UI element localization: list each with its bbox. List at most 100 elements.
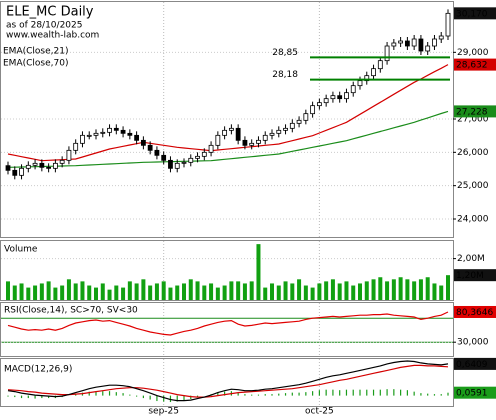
- volume-bar: [6, 281, 10, 300]
- candle-body: [52, 162, 58, 169]
- value-box: [454, 58, 496, 71]
- volume-bar: [317, 283, 322, 300]
- candle-body: [120, 129, 126, 134]
- candle-body: [350, 85, 356, 94]
- candle-body: [289, 122, 295, 129]
- candle-body: [168, 159, 173, 169]
- candle-body: [32, 162, 38, 166]
- volume-bar: [351, 285, 356, 300]
- candle-body: [337, 95, 343, 100]
- y-tick-label: 2,00M: [457, 254, 485, 264]
- candle-body: [222, 129, 228, 136]
- candle-body: [269, 132, 275, 136]
- candle-body: [256, 139, 261, 144]
- candle-body: [215, 134, 221, 146]
- volume-bar: [344, 281, 349, 300]
- volume-bar: [446, 275, 450, 300]
- value-label: 28,632: [456, 61, 488, 71]
- candle-body: [5, 165, 11, 171]
- volume-bar: [107, 289, 112, 300]
- candle-body: [66, 149, 72, 161]
- volume-bar: [425, 277, 430, 300]
- panel-title: Volume: [4, 245, 38, 255]
- candle-body: [181, 161, 187, 164]
- candle-body: [46, 166, 52, 169]
- level-label: 28,85: [272, 48, 298, 58]
- value-label: 1,20M: [456, 271, 484, 281]
- level-label: 28,18: [272, 70, 298, 80]
- value-label: 27,228: [456, 107, 488, 117]
- volume-bar: [202, 285, 207, 300]
- volume-bar: [175, 285, 180, 300]
- subtitle: as of 28/10/2025: [6, 21, 82, 31]
- volume-bar: [134, 283, 139, 300]
- candle-body: [195, 155, 200, 159]
- candle-body: [310, 105, 316, 115]
- volume-bar: [94, 287, 98, 300]
- volume-bar: [46, 281, 51, 300]
- candle-body: [25, 164, 31, 169]
- candle-body: [201, 151, 207, 157]
- volume-bar: [33, 285, 38, 300]
- candle-body: [391, 42, 397, 47]
- y-tick-label: 26,000: [457, 148, 489, 158]
- x-tick-label: sep-25: [148, 407, 179, 417]
- volume-bar: [310, 287, 315, 300]
- panel-title: RSI(Close,14), SC>70, SV<30: [4, 306, 138, 316]
- candle-body: [228, 127, 234, 131]
- value-box: [454, 7, 496, 20]
- volume-bar: [87, 285, 92, 300]
- candle-body: [276, 129, 282, 134]
- volume-bar: [12, 285, 17, 300]
- volume-bar: [19, 283, 24, 300]
- value-box: [454, 386, 496, 399]
- candle-body: [316, 102, 322, 107]
- volume-bar: [168, 287, 173, 300]
- signal-line: [7, 364, 449, 398]
- candle-body: [80, 134, 85, 144]
- candle-body: [357, 80, 363, 87]
- value-label: 0,0591: [456, 389, 488, 399]
- chart-title: ELE_MC Daily: [6, 5, 94, 20]
- volume-bar: [148, 285, 153, 300]
- volume-bar: [60, 285, 65, 300]
- candle-body: [147, 144, 153, 151]
- volume-bar: [114, 285, 119, 300]
- volume-bar: [222, 285, 227, 300]
- candle-body: [235, 127, 241, 141]
- candle-body: [344, 92, 349, 100]
- volume-bar: [53, 287, 58, 300]
- ema-line: [7, 110, 449, 168]
- candle-body: [371, 68, 376, 77]
- candle-body: [323, 98, 329, 104]
- candle-body: [174, 162, 180, 169]
- candle-body: [100, 131, 106, 134]
- candle-body: [283, 127, 288, 131]
- candle-body: [438, 35, 444, 40]
- candle-body: [113, 127, 119, 131]
- volume-bar: [39, 283, 44, 300]
- candle-body: [127, 132, 133, 136]
- value-label: 30,170: [456, 9, 488, 19]
- value-label: 0,6409: [456, 360, 488, 370]
- candle-body: [330, 95, 336, 100]
- volume-bar: [439, 285, 444, 300]
- panel-title: MACD(12,26,9): [4, 365, 72, 375]
- panel: [0, 302, 454, 357]
- volume-bar: [188, 279, 193, 300]
- volume-bar: [270, 283, 274, 300]
- value-box: [454, 105, 496, 118]
- legend-entry: EMA(Close,21): [3, 47, 68, 57]
- volume-bar: [236, 281, 241, 300]
- volume-bar: [256, 244, 261, 300]
- candle-body: [86, 134, 92, 137]
- candle-body: [134, 134, 140, 141]
- candle-body: [384, 45, 390, 62]
- volume-bar: [154, 283, 159, 300]
- value-box: [454, 305, 496, 318]
- volume-bar: [297, 279, 302, 300]
- candle-body: [154, 149, 160, 156]
- candle-body: [296, 119, 302, 124]
- value-label: 80,3646: [456, 308, 493, 318]
